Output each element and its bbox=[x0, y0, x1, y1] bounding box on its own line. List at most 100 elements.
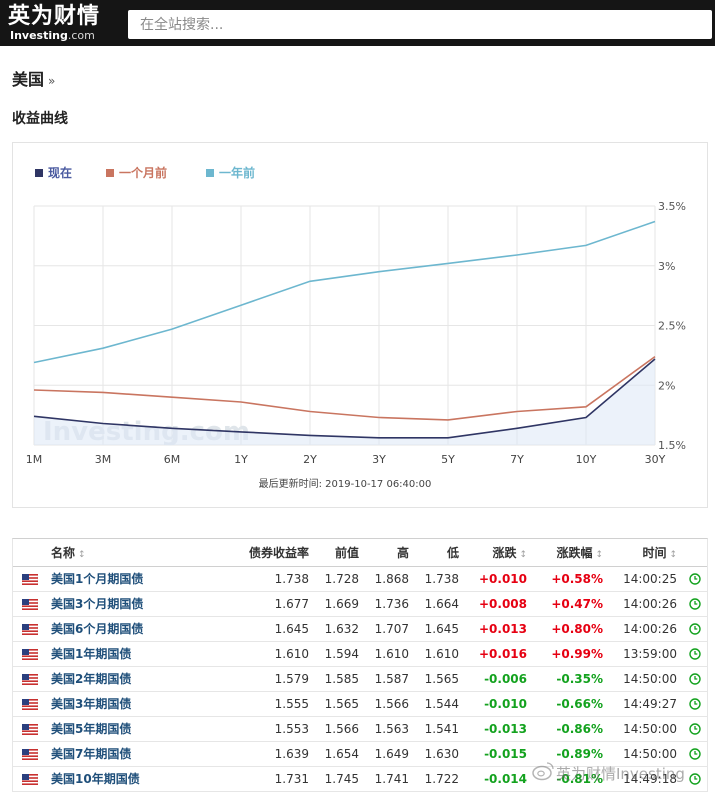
bond-name-link[interactable]: 美国10年期国债 bbox=[51, 772, 140, 786]
prev-cell: 1.632 bbox=[313, 616, 363, 642]
bond-name-cell[interactable]: 美国1个月期国债 bbox=[47, 566, 205, 592]
flag-cell bbox=[13, 641, 47, 667]
header-prev[interactable]: 前值 bbox=[313, 539, 363, 567]
change-cell: -0.015 bbox=[463, 741, 531, 767]
header-time[interactable]: 时间 ↕ bbox=[607, 539, 681, 567]
header-high[interactable]: 高 bbox=[363, 539, 413, 567]
bond-name-link[interactable]: 美国5年期国债 bbox=[51, 722, 132, 736]
yield-cell: 1.553 bbox=[205, 716, 313, 742]
table-header-row: 名称 ↕ 债券收益率 前值 高 低 涨跌 ↕ 涨跌幅 ↕ 时间 ↕ bbox=[13, 539, 707, 567]
change-cell: +0.008 bbox=[463, 591, 531, 617]
y-tick-label: 1.5% bbox=[658, 439, 686, 452]
bond-name-link[interactable]: 美国3个月期国债 bbox=[51, 597, 144, 611]
bond-name-link[interactable]: 美国1年期国债 bbox=[51, 647, 132, 661]
bond-table-wrapper: 名称 ↕ 债券收益率 前值 高 低 涨跌 ↕ 涨跌幅 ↕ 时间 ↕ 美国1个月期国债 1.… bbox=[12, 538, 708, 792]
change-cell: +0.010 bbox=[463, 566, 531, 592]
change-cell: +0.013 bbox=[463, 616, 531, 642]
clock-icon bbox=[689, 773, 701, 785]
prev-cell: 1.594 bbox=[313, 641, 363, 667]
table-row: 美国6个月期国债 1.645 1.632 1.707 1.645 +0.013 +0.80%… bbox=[13, 616, 707, 642]
us-flag-icon bbox=[22, 648, 38, 660]
time-cell: 14:00:26 bbox=[607, 616, 681, 642]
header-yield[interactable]: 债券收益率 bbox=[205, 539, 313, 567]
sort-icon: ↕ bbox=[669, 549, 677, 560]
table-row: 美国1个月期国债 1.738 1.728 1.868 1.738 +0.010 +0.58%… bbox=[13, 566, 707, 592]
high-cell: 1.868 bbox=[363, 566, 413, 592]
change-pct-cell: +0.47% bbox=[531, 591, 607, 617]
us-flag-icon bbox=[22, 748, 38, 760]
header-low[interactable]: 低 bbox=[413, 539, 463, 567]
high-cell: 1.587 bbox=[363, 666, 413, 692]
header-flag bbox=[13, 539, 47, 567]
sort-icon: ↕ bbox=[595, 549, 603, 560]
bond-name-cell[interactable]: 美国2年期国债 bbox=[47, 666, 205, 692]
us-flag-icon bbox=[22, 698, 38, 710]
bond-name-link[interactable]: 美国1个月期国债 bbox=[51, 572, 144, 586]
low-cell: 1.565 bbox=[413, 666, 463, 692]
yield-cell: 1.579 bbox=[205, 666, 313, 692]
top-header: 英为财情 Investing.com bbox=[0, 0, 715, 46]
header-change[interactable]: 涨跌 ↕ bbox=[463, 539, 531, 567]
flag-cell bbox=[13, 616, 47, 642]
search-input[interactable] bbox=[128, 10, 712, 39]
low-cell: 1.664 bbox=[413, 591, 463, 617]
clock-cell bbox=[681, 566, 707, 592]
change-pct-cell: -0.89% bbox=[531, 741, 607, 767]
prev-cell: 1.728 bbox=[313, 566, 363, 592]
flag-cell bbox=[13, 666, 47, 692]
flag-cell bbox=[13, 566, 47, 592]
low-cell: 1.738 bbox=[413, 566, 463, 592]
us-flag-icon bbox=[22, 573, 38, 585]
clock-cell bbox=[681, 691, 707, 717]
change-pct-cell: +0.80% bbox=[531, 616, 607, 642]
prev-cell: 1.669 bbox=[313, 591, 363, 617]
bond-name-cell[interactable]: 美国3个月期国债 bbox=[47, 591, 205, 617]
low-cell: 1.544 bbox=[413, 691, 463, 717]
header-name[interactable]: 名称 ↕ bbox=[47, 539, 205, 567]
bond-name-link[interactable]: 美国3年期国债 bbox=[51, 697, 132, 711]
change-pct-cell: -0.35% bbox=[531, 666, 607, 692]
flag-cell bbox=[13, 591, 47, 617]
yield-cell: 1.555 bbox=[205, 691, 313, 717]
yield-cell: 1.639 bbox=[205, 741, 313, 767]
bond-table-body: 美国1个月期国债 1.738 1.728 1.868 1.738 +0.010 +0.58%… bbox=[13, 566, 707, 792]
sort-icon: ↕ bbox=[519, 549, 527, 560]
bond-name-cell[interactable]: 美国6个月期国债 bbox=[47, 616, 205, 642]
time-cell: 13:59:00 bbox=[607, 641, 681, 667]
breadcrumb-arrow[interactable]: » bbox=[48, 74, 56, 88]
bond-name-cell[interactable]: 美国3年期国债 bbox=[47, 691, 205, 717]
flag-cell bbox=[13, 691, 47, 717]
bond-name-cell[interactable]: 美国7年期国债 bbox=[47, 741, 205, 767]
us-flag-icon bbox=[22, 598, 38, 610]
change-pct-cell: -0.86% bbox=[531, 716, 607, 742]
bond-name-cell[interactable]: 美国5年期国债 bbox=[47, 716, 205, 742]
site-logo[interactable]: 英为财情 Investing.com bbox=[8, 5, 118, 43]
yield-cell: 1.610 bbox=[205, 641, 313, 667]
section-title: 收益曲线 bbox=[12, 111, 68, 127]
time-cell: 14:49:27 bbox=[607, 691, 681, 717]
bond-name-cell[interactable]: 美国1年期国债 bbox=[47, 641, 205, 667]
series-line-1 bbox=[33, 355, 656, 421]
clock-cell bbox=[681, 591, 707, 617]
clock-icon bbox=[689, 648, 701, 660]
time-cell: 14:00:26 bbox=[607, 591, 681, 617]
legend-swatch bbox=[206, 169, 214, 177]
header-change-pct[interactable]: 涨跌幅 ↕ bbox=[531, 539, 607, 567]
table-row: 美国3个月期国债 1.677 1.669 1.736 1.664 +0.008 +0.47%… bbox=[13, 591, 707, 617]
page-title: 美国» bbox=[12, 66, 55, 90]
bond-name-link[interactable]: 美国7年期国债 bbox=[51, 747, 132, 761]
y-tick-label: 2% bbox=[658, 379, 675, 392]
high-cell: 1.707 bbox=[363, 616, 413, 642]
bond-name-link[interactable]: 美国2年期国债 bbox=[51, 672, 132, 686]
prev-cell: 1.585 bbox=[313, 666, 363, 692]
x-tick-label: 6M bbox=[164, 453, 181, 466]
bond-name-link[interactable]: 美国6个月期国债 bbox=[51, 622, 144, 636]
y-tick-label: 3% bbox=[658, 260, 675, 273]
table-row: 美国3年期国债 1.555 1.565 1.566 1.544 -0.010 -0.66% 1… bbox=[13, 691, 707, 717]
change-cell: -0.010 bbox=[463, 691, 531, 717]
change-cell: -0.014 bbox=[463, 766, 531, 792]
x-tick-label: 3M bbox=[95, 453, 112, 466]
clock-cell bbox=[681, 616, 707, 642]
legend-label: 一个月前 bbox=[119, 165, 167, 180]
bond-name-cell[interactable]: 美国10年期国债 bbox=[47, 766, 205, 792]
